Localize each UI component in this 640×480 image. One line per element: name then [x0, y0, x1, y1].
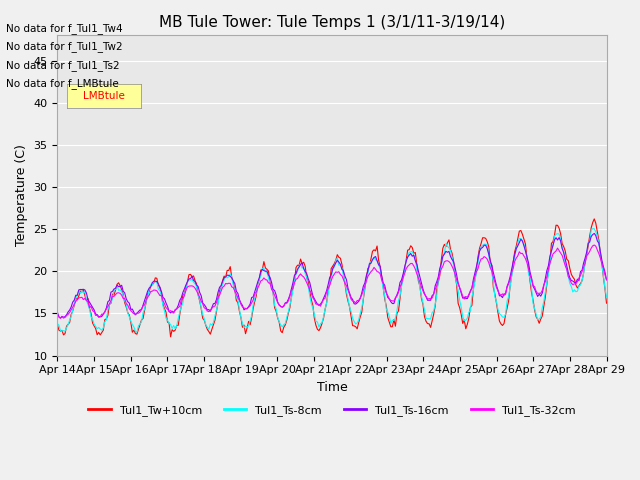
Tul1_Tw+10cm: [295, 263, 303, 268]
Title: MB Tule Tower: Tule Temps 1 (3/1/11-3/19/14): MB Tule Tower: Tule Temps 1 (3/1/11-3/19…: [159, 15, 505, 30]
Tul1_Ts-16cm: [56, 315, 64, 321]
Tul1_Ts-16cm: [54, 309, 61, 315]
Tul1_Tw+10cm: [573, 285, 581, 291]
Tul1_Tw+10cm: [591, 216, 598, 222]
Text: No data for f_Tul1_Ts2: No data for f_Tul1_Ts2: [6, 60, 120, 71]
Tul1_Ts-8cm: [295, 264, 303, 269]
Tul1_Ts-32cm: [246, 303, 254, 309]
Tul1_Ts-16cm: [122, 296, 130, 302]
Tul1_Ts-16cm: [237, 300, 244, 306]
Tul1_Ts-16cm: [219, 278, 227, 284]
Line: Tul1_Ts-32cm: Tul1_Ts-32cm: [58, 245, 607, 318]
Tul1_Ts-16cm: [603, 277, 611, 283]
Tul1_Tw+10cm: [237, 315, 244, 321]
Text: No data for f_Tul1_Tw4: No data for f_Tul1_Tw4: [6, 23, 123, 34]
Tul1_Ts-32cm: [295, 273, 303, 278]
Line: Tul1_Tw+10cm: Tul1_Tw+10cm: [58, 219, 607, 337]
Tul1_Ts-32cm: [60, 315, 67, 321]
Tul1_Ts-32cm: [573, 278, 581, 284]
Tul1_Ts-8cm: [133, 329, 141, 335]
Tul1_Ts-8cm: [219, 282, 227, 288]
X-axis label: Time: Time: [317, 381, 348, 394]
Text: No data for f_LMBtule: No data for f_LMBtule: [6, 78, 119, 89]
Tul1_Tw+10cm: [121, 300, 129, 306]
Tul1_Ts-32cm: [603, 277, 611, 283]
Tul1_Ts-8cm: [237, 314, 244, 320]
Tul1_Ts-8cm: [603, 295, 611, 300]
Tul1_Ts-8cm: [591, 226, 598, 232]
Tul1_Tw+10cm: [603, 300, 611, 306]
Tul1_Ts-32cm: [591, 242, 598, 248]
Tul1_Ts-8cm: [121, 298, 129, 304]
Text: No data for f_Tul1_Tw2: No data for f_Tul1_Tw2: [6, 41, 123, 52]
Legend: Tul1_Tw+10cm, Tul1_Ts-8cm, Tul1_Ts-16cm, Tul1_Ts-32cm: Tul1_Tw+10cm, Tul1_Ts-8cm, Tul1_Ts-16cm,…: [84, 401, 580, 420]
Tul1_Ts-32cm: [237, 301, 244, 307]
Tul1_Ts-16cm: [246, 301, 254, 307]
Tul1_Ts-8cm: [246, 318, 254, 324]
Tul1_Ts-32cm: [54, 312, 61, 318]
Tul1_Ts-16cm: [591, 230, 598, 236]
Tul1_Ts-8cm: [54, 321, 61, 326]
Tul1_Ts-8cm: [573, 288, 581, 294]
Tul1_Ts-16cm: [573, 276, 581, 282]
Line: Tul1_Ts-8cm: Tul1_Ts-8cm: [58, 229, 607, 332]
Tul1_Ts-32cm: [219, 285, 227, 290]
Tul1_Ts-16cm: [295, 264, 303, 270]
Line: Tul1_Ts-16cm: Tul1_Ts-16cm: [58, 233, 607, 318]
Text: LMBtule: LMBtule: [83, 91, 125, 101]
Tul1_Tw+10cm: [54, 322, 61, 327]
Tul1_Tw+10cm: [167, 334, 175, 340]
Tul1_Ts-32cm: [122, 300, 130, 306]
Y-axis label: Temperature (C): Temperature (C): [15, 144, 28, 246]
Tul1_Tw+10cm: [246, 322, 254, 328]
Tul1_Tw+10cm: [219, 278, 227, 284]
